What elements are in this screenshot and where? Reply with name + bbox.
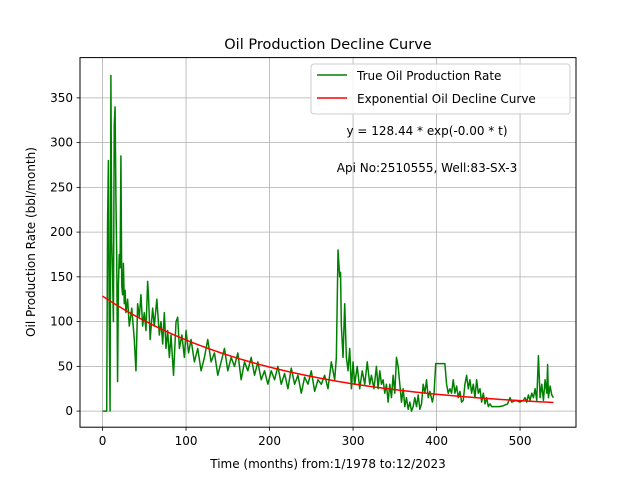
legend: True Oil Production Rate Exponential Oil… (310, 63, 571, 115)
x-tick-label: 400 (425, 434, 448, 448)
legend-label-decline-curve: Exponential Oil Decline Curve (357, 92, 536, 106)
chart-title: Oil Production Decline Curve (224, 37, 432, 53)
y-tick-label: 350 (50, 91, 73, 105)
series-line-true-oil-production-rate (102, 74, 555, 412)
y-tick-label: 150 (50, 270, 73, 284)
legend-box (310, 63, 571, 115)
x-tick-label: 0 (99, 434, 107, 448)
y-ticks: 0 50 100 150 200 250 300 350 (50, 91, 80, 418)
y-tick-label: 300 (50, 136, 73, 150)
y-axis-label: Oil Production Rate (bbl/month) (24, 147, 38, 337)
series-layer (102, 74, 555, 412)
plot-frame (79, 57, 577, 428)
y-tick-label: 100 (50, 315, 73, 329)
x-ticks: 0 100 200 300 400 500 (99, 427, 532, 448)
y-tick-label: 250 (50, 180, 73, 194)
x-tick-label: 200 (258, 434, 281, 448)
x-tick-label: 500 (509, 434, 532, 448)
well-info-annotation: Api No:2510555, Well:83-SX-3 (337, 161, 517, 175)
x-axis-label: Time (months) from:1/1978 to:12/2023 (209, 457, 446, 471)
legend-label-true-rate: True Oil Production Rate (356, 69, 501, 83)
x-tick-label: 300 (342, 434, 365, 448)
x-tick-label: 100 (175, 434, 198, 448)
y-tick-label: 50 (58, 359, 73, 373)
series-line-exponential-decline-curve (102, 295, 554, 404)
y-tick-label: 200 (50, 225, 73, 239)
fit-equation-annotation: y = 128.44 * exp(-0.00 * t) (346, 124, 507, 138)
y-tick-label: 0 (65, 404, 73, 418)
